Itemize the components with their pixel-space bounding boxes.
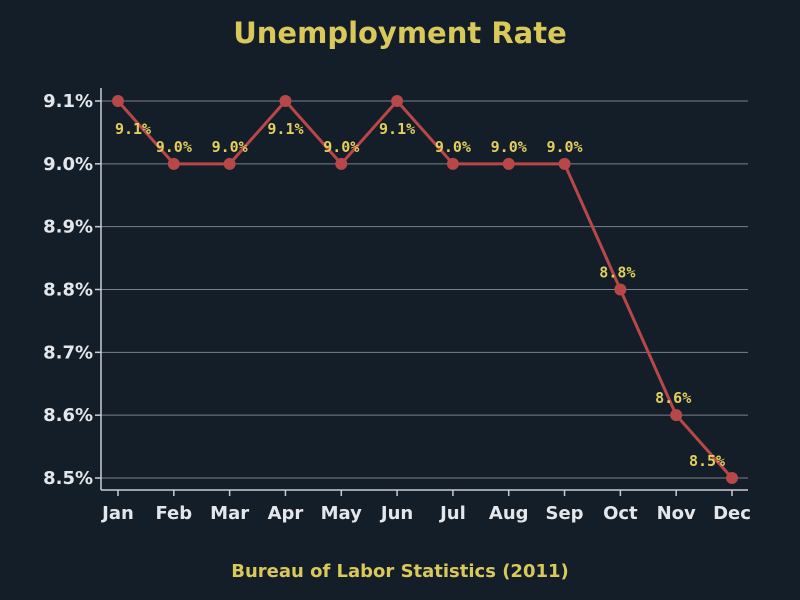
data-label: 9.0% [212,138,248,156]
x-tick-label: Oct [603,503,638,524]
data-label: 9.0% [435,138,471,156]
y-tick-label: 8.5% [43,468,93,489]
data-label: 8.5% [689,452,725,470]
data-point [112,95,124,107]
y-tick-label: 9.0% [43,154,93,175]
data-point [558,157,571,170]
data-label: 8.6% [655,389,691,407]
data-point [167,157,180,170]
data-point [502,157,515,170]
x-tick-label: May [321,503,363,524]
x-tick-label: Apr [268,503,304,524]
y-tick-label: 8.6% [43,405,93,426]
x-tick-label: Jul [438,503,466,524]
x-tick-label: Mar [210,503,249,524]
data-label: 9.0% [491,138,527,156]
x-tick-label: Jan [100,503,134,524]
data-label: 9.1% [267,120,303,138]
data-point [279,95,292,107]
x-tick-label: Dec [713,503,751,524]
data-label: 9.0% [546,138,582,156]
data-point [446,157,459,170]
x-tick-label: Jun [379,503,413,524]
y-tick-label: 9.1% [43,91,93,112]
data-point [614,283,627,296]
chart-source: Bureau of Labor Statistics (2011) [231,561,569,582]
chart-title: Unemployment Rate [233,16,567,50]
x-tick-label: Sep [546,503,584,524]
y-tick-label: 8.8% [43,280,93,301]
data-label: 9.0% [156,138,192,156]
data-label: 9.0% [323,138,359,156]
data-point [670,409,683,422]
y-tick-label: 8.7% [43,342,93,363]
data-label: 8.8% [599,264,635,282]
data-point [391,95,404,107]
data-point [726,472,738,484]
x-tick-label: Feb [155,503,192,524]
y-tick-label: 8.9% [43,217,93,238]
x-tick-label: Nov [657,503,696,524]
data-label: 9.1% [115,120,151,138]
data-point [335,157,348,170]
data-label: 9.1% [379,120,415,138]
data-point [223,157,236,170]
x-tick-label: Aug [489,503,529,524]
series-line [116,99,734,479]
